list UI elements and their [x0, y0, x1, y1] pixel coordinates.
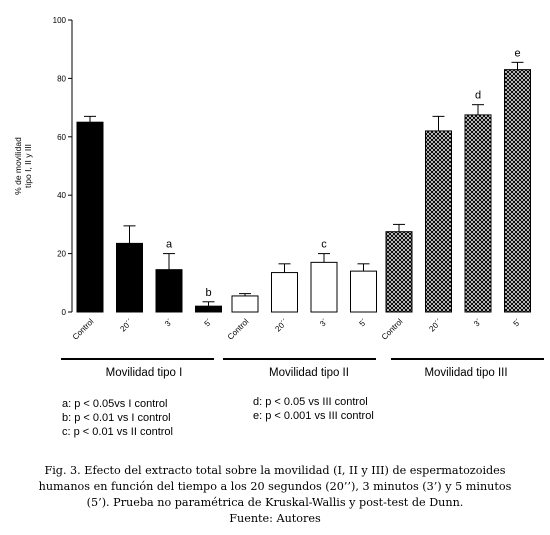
bar	[464, 114, 492, 313]
category-label: 5´	[358, 317, 369, 328]
category-label: 3´	[163, 317, 174, 328]
bars	[76, 61, 531, 313]
bar-chart: 0 20 40 60 80 100 % de movilidadtipo I, II y I…	[13, 16, 544, 379]
y-tick-label: 0	[62, 308, 67, 317]
category-label: 20´´	[427, 317, 443, 333]
y-tick-label: 20	[57, 250, 66, 259]
significance-label: c	[321, 239, 327, 251]
bar	[116, 242, 143, 313]
bar	[271, 272, 298, 313]
figure-caption: Fig. 3. Efecto del extracto total sobre …	[0, 463, 550, 527]
group-label: Movilidad tipo III	[424, 367, 507, 379]
category-label: Control	[226, 317, 251, 342]
significance-label: e	[514, 47, 520, 59]
y-tick-label: 100	[53, 16, 67, 25]
bar	[76, 121, 104, 313]
caption-line-4: Fuente: Autores	[229, 512, 321, 525]
category-label: 5´	[512, 317, 523, 328]
y-tick-label: 80	[57, 74, 66, 83]
caption-line-3: (5’). Prueba no paramétrica de Kruskal-W…	[86, 496, 464, 509]
category-label: 3´	[472, 317, 483, 328]
bar	[310, 261, 338, 313]
note-c: c: p < 0.01 vs II control	[62, 426, 173, 438]
note-b: b: p < 0.01 vs I control	[62, 412, 171, 424]
axes: 0 20 40 60 80 100 % de movilidadtipo I, II y I…	[13, 16, 73, 317]
significance-label: d	[475, 90, 481, 102]
bar	[385, 231, 413, 313]
notes-right: d: p < 0.05 vs III control e: p < 0.001 …	[253, 395, 374, 423]
note-e: e: p < 0.001 vs III control	[253, 410, 374, 422]
bar	[231, 295, 259, 313]
notes-left: a: p < 0.05vs I control b: p < 0.01 vs I…	[62, 397, 173, 439]
caption-line-1: Fig. 3. Efecto del extracto total sobre …	[44, 464, 506, 477]
category-label: 5´	[203, 317, 214, 328]
bar	[195, 305, 222, 313]
category-label: 3´	[318, 317, 329, 328]
category-label: 20´´	[118, 317, 134, 333]
bar	[155, 269, 183, 313]
significance-label: a	[166, 239, 173, 251]
category-label: 20´´	[273, 317, 289, 333]
y-tick-label: 60	[57, 133, 66, 142]
category-label: Control	[71, 317, 96, 342]
y-tick-label: 40	[57, 191, 66, 200]
group-label: Movilidad tipo I	[106, 367, 183, 379]
bar	[350, 270, 377, 313]
note-a: a: p < 0.05vs I control	[62, 398, 168, 410]
bar	[425, 130, 452, 313]
note-d: d: p < 0.05 vs III control	[253, 396, 368, 408]
y-axis-label: % de movilidadtipo I, II y III	[13, 137, 33, 195]
bar	[504, 69, 531, 313]
caption-line-2: humanos en función del tiempo a los 20 s…	[38, 480, 512, 493]
category-label: Control	[380, 317, 405, 342]
group-label: Movilidad tipo II	[269, 367, 349, 379]
significance-label: b	[205, 287, 211, 299]
